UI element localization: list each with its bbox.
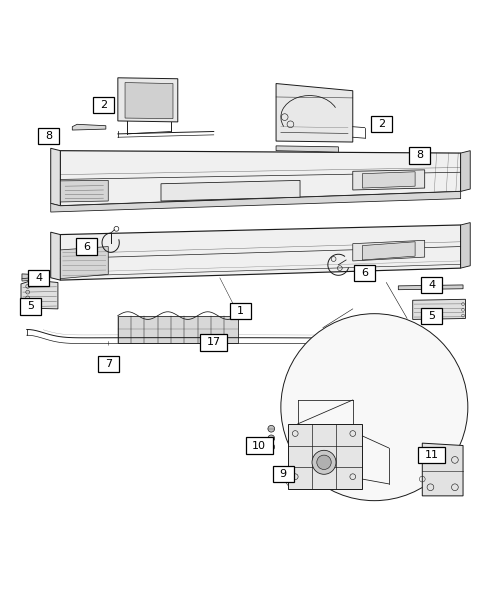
FancyBboxPatch shape [20, 299, 41, 315]
Polygon shape [60, 180, 108, 202]
Polygon shape [51, 232, 60, 280]
Polygon shape [460, 223, 469, 268]
Text: 1: 1 [236, 306, 243, 316]
Polygon shape [275, 146, 338, 152]
Polygon shape [422, 443, 462, 496]
Text: 6: 6 [361, 268, 367, 278]
Polygon shape [412, 299, 465, 319]
Text: 10: 10 [252, 441, 266, 451]
Text: 5: 5 [427, 311, 435, 321]
Circle shape [267, 425, 274, 432]
FancyBboxPatch shape [418, 447, 444, 464]
Circle shape [311, 451, 335, 474]
Circle shape [267, 444, 274, 451]
Polygon shape [125, 82, 173, 118]
FancyBboxPatch shape [408, 147, 430, 164]
FancyBboxPatch shape [353, 265, 375, 281]
Polygon shape [352, 240, 424, 261]
Polygon shape [51, 191, 460, 212]
Polygon shape [161, 180, 300, 201]
FancyBboxPatch shape [38, 128, 59, 144]
Text: 9: 9 [279, 469, 286, 479]
Text: 8: 8 [45, 131, 52, 141]
Polygon shape [460, 151, 469, 191]
Text: 7: 7 [105, 359, 112, 369]
FancyBboxPatch shape [93, 97, 114, 113]
Circle shape [267, 435, 274, 442]
Polygon shape [72, 124, 106, 130]
Text: 11: 11 [424, 450, 438, 460]
FancyBboxPatch shape [97, 356, 119, 372]
Polygon shape [118, 316, 237, 343]
Polygon shape [60, 225, 460, 280]
FancyBboxPatch shape [245, 438, 272, 454]
Text: 8: 8 [415, 150, 423, 160]
Polygon shape [362, 241, 414, 260]
Circle shape [280, 314, 467, 501]
Polygon shape [22, 278, 34, 281]
Polygon shape [352, 170, 424, 190]
Polygon shape [275, 84, 352, 142]
FancyBboxPatch shape [421, 308, 441, 324]
Text: 2: 2 [100, 100, 107, 110]
FancyBboxPatch shape [421, 277, 441, 293]
Text: 2: 2 [377, 120, 384, 130]
Text: 6: 6 [83, 241, 90, 252]
Text: 4: 4 [427, 280, 435, 290]
FancyBboxPatch shape [28, 270, 49, 286]
FancyBboxPatch shape [229, 303, 250, 319]
Text: 17: 17 [206, 337, 220, 348]
FancyBboxPatch shape [76, 239, 97, 254]
Polygon shape [22, 274, 49, 279]
FancyBboxPatch shape [272, 466, 293, 482]
Polygon shape [287, 424, 362, 489]
Text: 5: 5 [27, 302, 34, 312]
Polygon shape [362, 172, 414, 188]
Polygon shape [60, 247, 108, 279]
FancyBboxPatch shape [200, 335, 227, 350]
Polygon shape [51, 148, 60, 206]
Polygon shape [21, 280, 58, 309]
Circle shape [316, 455, 331, 469]
FancyBboxPatch shape [370, 116, 391, 133]
Text: 4: 4 [35, 273, 42, 283]
Polygon shape [60, 151, 460, 206]
Polygon shape [118, 78, 178, 122]
Polygon shape [397, 285, 462, 290]
